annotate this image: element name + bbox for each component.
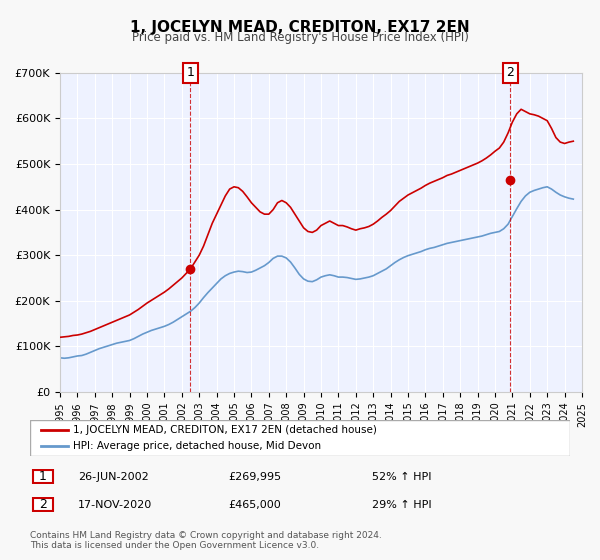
Text: Contains HM Land Registry data © Crown copyright and database right 2024.
This d: Contains HM Land Registry data © Crown c… xyxy=(30,530,382,550)
Text: 52% ↑ HPI: 52% ↑ HPI xyxy=(372,472,431,482)
Text: 29% ↑ HPI: 29% ↑ HPI xyxy=(372,500,431,510)
Text: 1: 1 xyxy=(187,66,194,80)
Text: 2: 2 xyxy=(506,66,514,80)
Text: 2: 2 xyxy=(38,498,47,511)
Text: 17-NOV-2020: 17-NOV-2020 xyxy=(78,500,152,510)
Text: £269,995: £269,995 xyxy=(228,472,281,482)
FancyBboxPatch shape xyxy=(32,498,53,511)
FancyBboxPatch shape xyxy=(30,420,570,456)
Text: 1, JOCELYN MEAD, CREDITON, EX17 2EN: 1, JOCELYN MEAD, CREDITON, EX17 2EN xyxy=(130,20,470,35)
Text: 1: 1 xyxy=(38,470,47,483)
Text: Price paid vs. HM Land Registry's House Price Index (HPI): Price paid vs. HM Land Registry's House … xyxy=(131,31,469,44)
Text: HPI: Average price, detached house, Mid Devon: HPI: Average price, detached house, Mid … xyxy=(73,441,322,451)
Text: 26-JUN-2002: 26-JUN-2002 xyxy=(78,472,149,482)
Text: 1, JOCELYN MEAD, CREDITON, EX17 2EN (detached house): 1, JOCELYN MEAD, CREDITON, EX17 2EN (det… xyxy=(73,425,377,435)
FancyBboxPatch shape xyxy=(32,470,53,483)
Text: £465,000: £465,000 xyxy=(228,500,281,510)
